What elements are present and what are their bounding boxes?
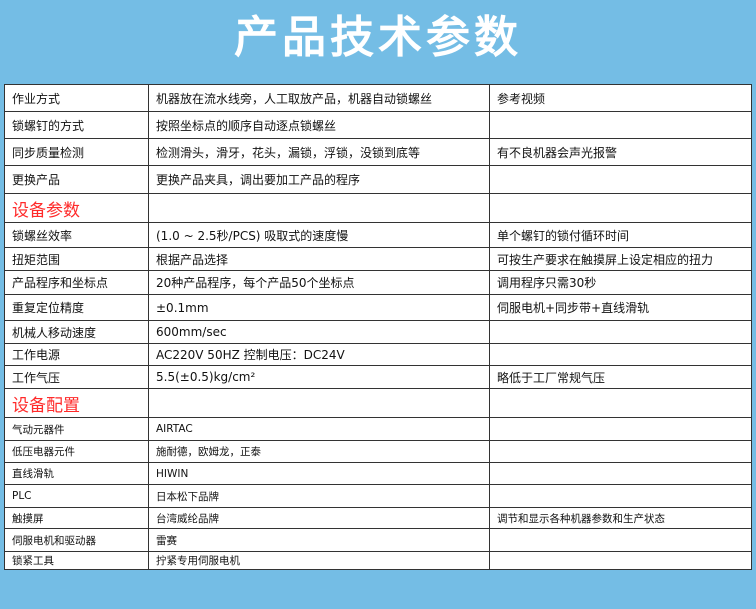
spec-name-cell: 工作气压 xyxy=(4,365,149,389)
spec-note-cell xyxy=(489,388,752,418)
table-row: 工作电源 AC220V 50HZ 控制电压：DC24V xyxy=(4,343,752,366)
table-row: 触摸屏 台湾威纶品牌 调节和显示各种机器参数和生产状态 xyxy=(4,507,752,529)
table-row: 产品程序和坐标点 20种产品程序，每个产品50个坐标点 调用程序只需30秒 xyxy=(4,270,752,295)
spec-name-cell: PLC xyxy=(4,484,149,508)
spec-name-cell: 设备参数 xyxy=(4,193,149,223)
spec-note-cell: 参考视频 xyxy=(489,84,752,112)
spec-name-cell: 设备配置 xyxy=(4,388,149,418)
spec-value-cell: 施耐德，欧姆龙，正泰 xyxy=(148,440,490,463)
spec-value-cell: HIWIN xyxy=(148,462,490,485)
spec-name-cell: 重复定位精度 xyxy=(4,294,149,321)
table-row: 锁螺丝效率 (1.0 ~ 2.5秒/PCS) 吸取式的速度慢 单个螺钉的锁付循环时间 xyxy=(4,222,752,248)
spec-name-cell: 机械人移动速度 xyxy=(4,320,149,344)
spec-value-cell xyxy=(148,193,490,223)
section-heading-row: 设备参数 xyxy=(4,193,752,223)
table-row: 同步质量检测 检测滑头，滑牙，花头，漏锁，浮锁，没锁到底等 有不良机器会声光报警 xyxy=(4,138,752,166)
spec-value-cell: 根据产品选择 xyxy=(148,247,490,271)
spec-value-cell: 检测滑头，滑牙，花头，漏锁，浮锁，没锁到底等 xyxy=(148,138,490,166)
spec-note-cell: 调用程序只需30秒 xyxy=(489,270,752,295)
spec-note-cell: 略低于工厂常规气压 xyxy=(489,365,752,389)
spec-note-cell xyxy=(489,528,752,552)
spec-name-cell: 直线滑轨 xyxy=(4,462,149,485)
spec-note-cell: 可按生产要求在触摸屏上设定相应的扭力 xyxy=(489,247,752,271)
table-row: 气动元器件 AIRTAC xyxy=(4,417,752,441)
spec-note-cell xyxy=(489,551,752,570)
spec-name-cell: 锁紧工具 xyxy=(4,551,149,570)
spec-value-cell: 600mm/sec xyxy=(148,320,490,344)
spec-note-cell xyxy=(489,165,752,194)
spec-name-cell: 作业方式 xyxy=(4,84,149,112)
spec-name-cell: 同步质量检测 xyxy=(4,138,149,166)
table-row: 更换产品 更换产品夹具，调出要加工产品的程序 xyxy=(4,165,752,194)
spec-note-cell xyxy=(489,343,752,366)
spec-name-cell: 锁螺丝效率 xyxy=(4,222,149,248)
spec-value-cell: 更换产品夹具，调出要加工产品的程序 xyxy=(148,165,490,194)
spec-name-cell: 工作电源 xyxy=(4,343,149,366)
spec-value-cell: 5.5(±0.5)kg/cm² xyxy=(148,365,490,389)
spec-name-cell: 产品程序和坐标点 xyxy=(4,270,149,295)
table-row: 伺服电机和驱动器 雷赛 xyxy=(4,528,752,552)
spec-name-cell: 气动元器件 xyxy=(4,417,149,441)
spec-note-cell: 单个螺钉的锁付循环时间 xyxy=(489,222,752,248)
spec-name-cell: 伺服电机和驱动器 xyxy=(4,528,149,552)
spec-name-cell: 锁螺钉的方式 xyxy=(4,111,149,139)
spec-note-cell xyxy=(489,440,752,463)
table-row: 锁螺钉的方式 按照坐标点的顺序自动逐点锁螺丝 xyxy=(4,111,752,139)
table-row: PLC 日本松下品牌 xyxy=(4,484,752,508)
table-row: 锁紧工具 拧紧专用伺服电机 xyxy=(4,551,752,570)
spec-value-cell: 日本松下品牌 xyxy=(148,484,490,508)
page-title: 产品技术参数 xyxy=(234,12,522,63)
table-row: 机械人移动速度 600mm/sec xyxy=(4,320,752,344)
section-heading-row: 设备配置 xyxy=(4,388,752,418)
spec-note-cell: 调节和显示各种机器参数和生产状态 xyxy=(489,507,752,529)
table-row: 重复定位精度 ±0.1mm 伺服电机+同步带+直线滑轨 xyxy=(4,294,752,321)
table-row: 扭矩范围 根据产品选择 可按生产要求在触摸屏上设定相应的扭力 xyxy=(4,247,752,271)
spec-note-cell xyxy=(489,484,752,508)
spec-note-cell xyxy=(489,462,752,485)
spec-note-cell xyxy=(489,320,752,344)
spec-note-cell xyxy=(489,417,752,441)
table-row: 工作气压 5.5(±0.5)kg/cm² 略低于工厂常规气压 xyxy=(4,365,752,389)
spec-name-cell: 扭矩范围 xyxy=(4,247,149,271)
spec-value-cell xyxy=(148,388,490,418)
table-row: 低压电器元件 施耐德，欧姆龙，正泰 xyxy=(4,440,752,463)
table-row: 直线滑轨 HIWIN xyxy=(4,462,752,485)
spec-value-cell: 台湾威纶品牌 xyxy=(148,507,490,529)
spec-note-cell: 有不良机器会声光报警 xyxy=(489,138,752,166)
spec-value-cell: 拧紧专用伺服电机 xyxy=(148,551,490,570)
spec-table: 作业方式 机器放在流水线旁，人工取放产品，机器自动锁螺丝 参考视频 锁螺钉的方式 按照坐… xyxy=(4,84,752,570)
spec-value-cell: 雷赛 xyxy=(148,528,490,552)
spec-name-cell: 更换产品 xyxy=(4,165,149,194)
spec-value-cell: AIRTAC xyxy=(148,417,490,441)
spec-value-cell: 20种产品程序，每个产品50个坐标点 xyxy=(148,270,490,295)
spec-value-cell: 按照坐标点的顺序自动逐点锁螺丝 xyxy=(148,111,490,139)
spec-note-cell xyxy=(489,193,752,223)
spec-name-cell: 触摸屏 xyxy=(4,507,149,529)
spec-note-cell xyxy=(489,111,752,139)
spec-value-cell: ±0.1mm xyxy=(148,294,490,321)
spec-value-cell: AC220V 50HZ 控制电压：DC24V xyxy=(148,343,490,366)
spec-value-cell: 机器放在流水线旁，人工取放产品，机器自动锁螺丝 xyxy=(148,84,490,112)
spec-name-cell: 低压电器元件 xyxy=(4,440,149,463)
spec-value-cell: (1.0 ~ 2.5秒/PCS) 吸取式的速度慢 xyxy=(148,222,490,248)
table-row: 作业方式 机器放在流水线旁，人工取放产品，机器自动锁螺丝 参考视频 xyxy=(4,84,752,112)
spec-note-cell: 伺服电机+同步带+直线滑轨 xyxy=(489,294,752,321)
